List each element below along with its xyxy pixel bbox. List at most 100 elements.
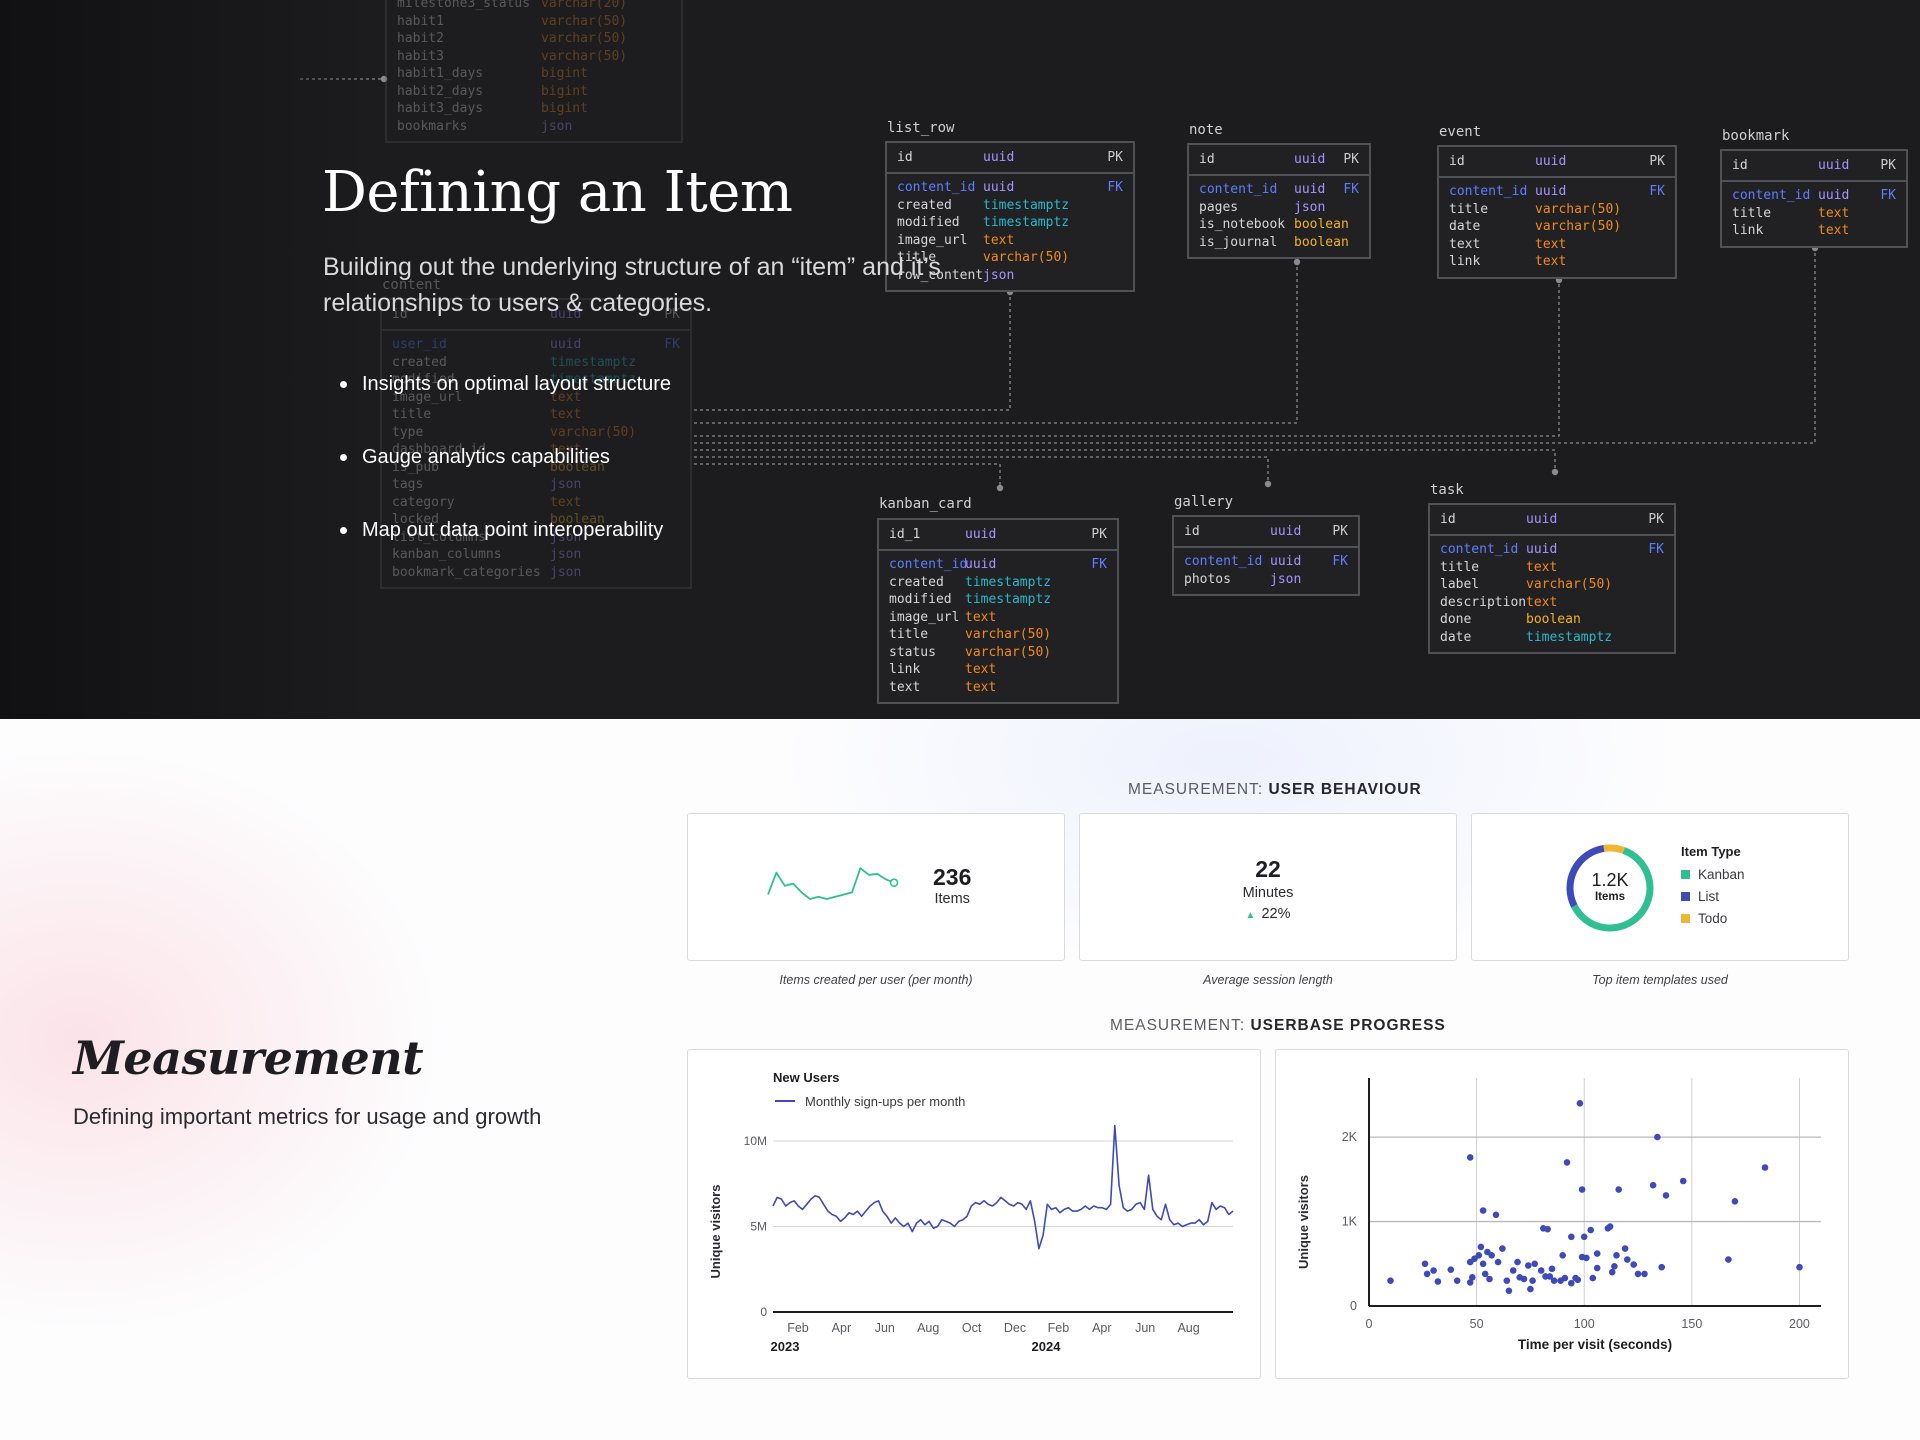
legend-item: List [1681, 885, 1745, 907]
scatter-point [1479, 1207, 1487, 1214]
column-name: bookmarks [397, 118, 468, 134]
table-pk-row: id uuid PK [1439, 147, 1675, 178]
scatter-point [1654, 1133, 1661, 1141]
column-type: boolean [550, 459, 605, 475]
scatter-point [1658, 1263, 1665, 1271]
scatter-point [1731, 1198, 1739, 1205]
table-name: task [1430, 482, 1464, 498]
card-caption: Top item templates used [1592, 973, 1728, 987]
scatter-point [1430, 1267, 1437, 1274]
column-type: uuid [1818, 158, 1850, 173]
x-tick-label: Oct [962, 1321, 982, 1335]
schema-table-user-faded: milestone3_status varchar(20) habit1 varcha… [385, 0, 683, 143]
scatter-point [1486, 1275, 1493, 1283]
column-name: status [889, 644, 936, 660]
column-type: uuid [1535, 184, 1567, 199]
scatter-point [1559, 1252, 1566, 1259]
table-row: kanban_columns json [382, 546, 690, 564]
section-header-user-behaviour: MEASUREMENT: USER BEHAVIOUR [1128, 781, 1422, 799]
column-type: uuid [965, 527, 997, 542]
x-year-label: 2023 [771, 1339, 800, 1354]
measurement-subtitle: Defining important metrics for usage and… [73, 1104, 542, 1129]
column-name: is_pub [392, 459, 439, 475]
table-row: is_journal boolean [1189, 234, 1369, 252]
column-name: id [1199, 152, 1215, 167]
legend-label: Todo [1698, 910, 1728, 926]
schema-table-event: id uuid PK content_id uuid FK title varchar(50)… [1437, 145, 1677, 279]
schema-table-content-faded: id uuid PK user_id uuid FK created timestamptz m… [380, 298, 692, 589]
table-row: modified timestamptz [879, 591, 1117, 609]
chart-title: New Users [773, 1070, 839, 1085]
column-type: text [550, 442, 582, 457]
x-tick-label: 100 [1574, 1317, 1595, 1331]
column-type: text [550, 407, 582, 422]
column-type: json [1270, 571, 1302, 587]
x-tick-label: Jun [1135, 1321, 1155, 1335]
metric-unit: Minutes [1242, 885, 1294, 901]
metric-value: 22 [1255, 856, 1281, 882]
column-name: content_id [1732, 188, 1811, 203]
table-row: text text [879, 679, 1117, 697]
new-users-line-chart: New Users Monthly sign-ups per month 0 5M 10… [708, 1070, 1234, 1354]
column-type: boolean [1294, 217, 1349, 232]
table-row: content_id uuid FK [1722, 187, 1906, 205]
scatter-point [1615, 1186, 1622, 1193]
bullet-text: Insights on optimal layout structure [362, 373, 672, 395]
legend-label: List [1698, 888, 1720, 904]
hero-title: Defining an Item [322, 160, 793, 225]
scatter-point [1421, 1260, 1429, 1268]
column-name: link [1449, 254, 1481, 269]
key-label: PK [1880, 158, 1896, 173]
scatter-point [1488, 1252, 1495, 1259]
table-row: description text [1430, 594, 1674, 612]
column-name: id_1 [889, 527, 921, 542]
table-row: status varchar(50) [879, 644, 1117, 662]
column-name: id [392, 307, 408, 322]
table-row: link text [879, 661, 1117, 679]
table-row: photos json [1174, 571, 1358, 589]
y-tick-label: 5M [750, 1220, 767, 1234]
key-label: FK [1649, 184, 1665, 199]
column-type: uuid [1526, 542, 1558, 557]
table-name: event [1439, 124, 1482, 140]
table-row: content_id uuid FK [1174, 553, 1358, 571]
x-tick-label: 0 [1366, 1317, 1373, 1331]
scatter-point [1514, 1258, 1521, 1266]
bullet-item: Insights on optimal layout structure [340, 373, 671, 396]
table-row: date timestamptz [1430, 629, 1674, 647]
table-pk-row: id uuid PK [1174, 517, 1358, 548]
table-row: text text [1439, 236, 1675, 254]
legend-title: Item Type [1681, 844, 1741, 859]
column-type: boolean [1526, 612, 1581, 627]
donut-center-unit: Items [1594, 891, 1626, 903]
column-name: modified [897, 215, 960, 230]
column-name: habit1 [397, 13, 444, 29]
table-body: content_id uuid FK title varchar(50) date varc… [1439, 178, 1675, 277]
column-name: link [1732, 223, 1764, 238]
column-name: id [1449, 154, 1465, 169]
column-type: uuid [1818, 188, 1850, 203]
scatter-point [1531, 1260, 1538, 1268]
table-row: habit3 varchar(50) [387, 48, 681, 66]
relationship-line [694, 246, 1816, 444]
column-type: text [1535, 254, 1567, 269]
column-name: created [392, 354, 447, 370]
table-row: milestone3_status varchar(20) [387, 0, 681, 13]
column-type: text [965, 679, 997, 695]
table-row: locked boolean [382, 511, 690, 529]
legend-swatch [1681, 869, 1690, 879]
column-name: created [889, 574, 944, 590]
column-type: uuid [1270, 524, 1302, 539]
scatter-point [1576, 1100, 1584, 1107]
column-name: text [889, 679, 921, 695]
table-row: title varchar(50) [879, 626, 1117, 644]
column-type: text [550, 389, 582, 405]
scatter-point [1725, 1256, 1732, 1263]
up-arrow-icon: ▲ [1245, 910, 1256, 921]
table-name: bookmark [1722, 128, 1790, 144]
column-name: habit3_days [397, 101, 484, 116]
column-name: user_id [392, 337, 447, 352]
table-row: done boolean [1430, 611, 1674, 629]
column-name: content_id [1449, 184, 1528, 199]
column-name: text [1449, 236, 1481, 252]
